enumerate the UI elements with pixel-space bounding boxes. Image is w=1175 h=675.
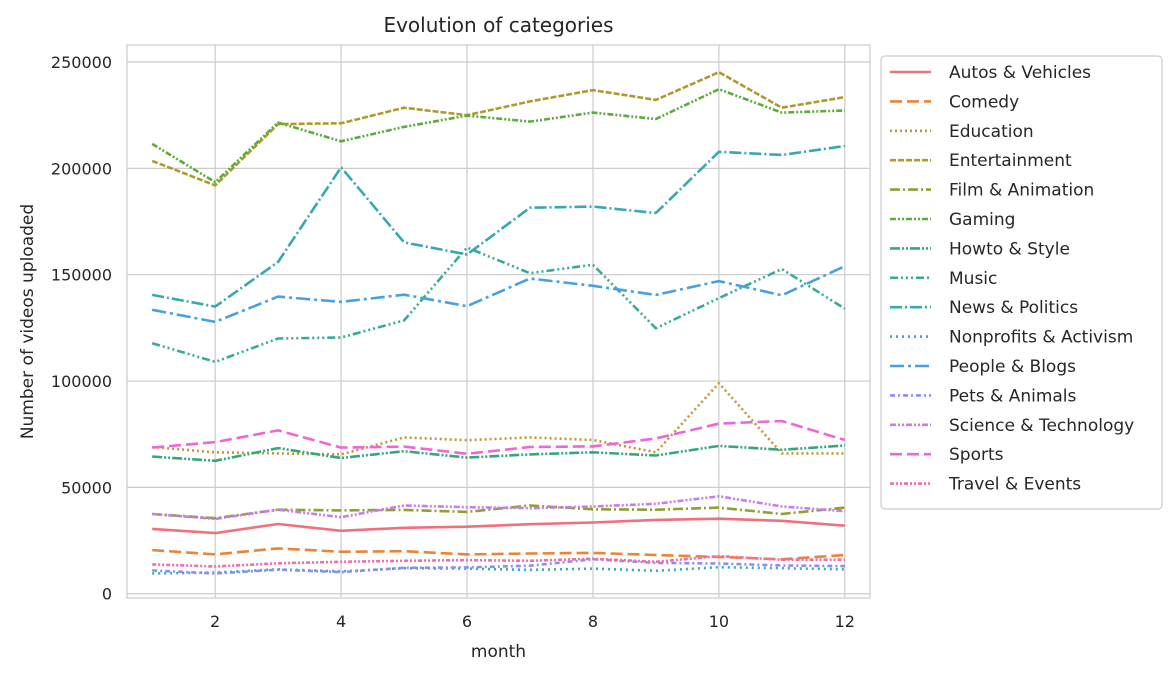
- x-tick-label: 6: [462, 612, 472, 631]
- legend-label: Pets & Animals: [949, 386, 1077, 406]
- series-line-8: [151, 246, 846, 364]
- series-line-15: [152, 554, 845, 568]
- series-line-13: [152, 494, 845, 521]
- legend-label: Howto & Style: [949, 239, 1070, 259]
- legend-label: News & Politics: [949, 298, 1078, 318]
- legend-label: Comedy: [949, 92, 1019, 112]
- series-layer: [151, 70, 846, 575]
- legend-label: Travel & Events: [948, 475, 1081, 495]
- legend-label: Nonprofits & Activism: [949, 328, 1133, 348]
- x-tick-label: 4: [336, 612, 346, 631]
- series-line-14: [152, 419, 846, 456]
- chart-title: Evolution of categories: [383, 13, 613, 37]
- x-tick-label: 12: [835, 612, 855, 631]
- series-line-9: [151, 144, 845, 308]
- series-line-11: [151, 265, 846, 324]
- series-line-7: [152, 444, 845, 463]
- grid-layer: [127, 45, 870, 598]
- legend-label: Music: [949, 269, 997, 289]
- legend-label: Sports: [949, 445, 1004, 465]
- y-tick-label: 50000: [61, 478, 112, 497]
- series-line-10: [152, 565, 845, 575]
- series-line-1: [152, 517, 845, 535]
- x-axis-label: month: [471, 642, 526, 662]
- legend-label: People & Blogs: [949, 357, 1076, 377]
- legend: Autos & Vehicles Comedy Education Entertain…: [880, 55, 1163, 510]
- legend-label: Gaming: [949, 210, 1015, 230]
- tick-layer: 2 4 6 8 10 12 0 50000 100000 150000 200000 250000: [51, 53, 855, 631]
- y-tick-label: 200000: [51, 159, 112, 178]
- series-line-6: [151, 87, 845, 184]
- legend-frame: [880, 55, 1163, 510]
- series-line-3: [152, 381, 845, 456]
- legend-label: Entertainment: [949, 151, 1072, 171]
- y-tick-label: 150000: [51, 266, 112, 285]
- y-tick-label: 250000: [51, 53, 112, 72]
- x-tick-label: 2: [210, 612, 220, 631]
- y-axis-label: Number of videos uploaded: [18, 204, 38, 439]
- series-line-12: [152, 557, 845, 575]
- series-line-2: [152, 547, 845, 561]
- legend-label: Autos & Vehicles: [949, 63, 1091, 83]
- legend-label: Education: [949, 122, 1034, 142]
- x-tick-label: 10: [709, 612, 729, 631]
- legend-label: Film & Animation: [949, 181, 1094, 201]
- y-tick-label: 0: [102, 585, 112, 604]
- y-tick-label: 100000: [51, 372, 112, 391]
- x-tick-label: 8: [588, 612, 598, 631]
- plot-frame: [126, 44, 871, 599]
- legend-label: Science & Technology: [949, 416, 1134, 436]
